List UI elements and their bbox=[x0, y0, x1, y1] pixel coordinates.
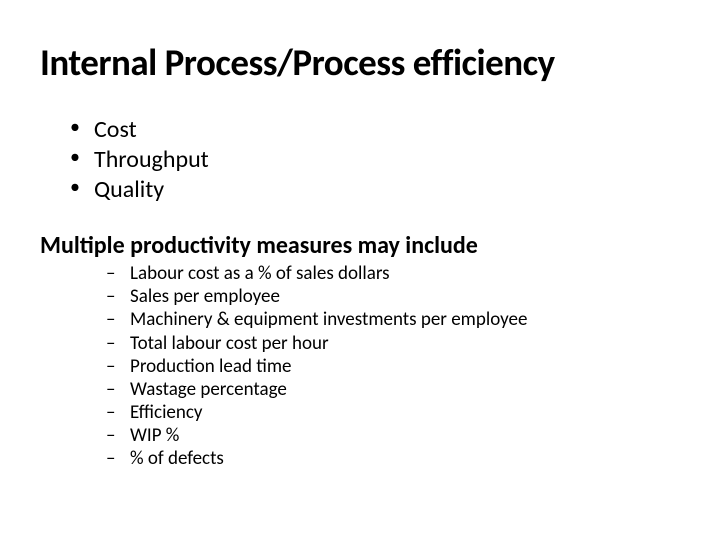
list-item: Throughput bbox=[40, 145, 680, 175]
list-item: Wastage percentage bbox=[40, 378, 680, 401]
slide: Internal Process/Process efficiency Cost… bbox=[0, 0, 720, 540]
slide-title: Internal Process/Process efficiency bbox=[40, 40, 680, 85]
primary-bullet-list: Cost Throughput Quality bbox=[40, 115, 680, 205]
list-item: Cost bbox=[40, 115, 680, 145]
list-item: Quality bbox=[40, 175, 680, 205]
list-item: WIP % bbox=[40, 424, 680, 447]
subheading: Multiple productivity measures may inclu… bbox=[40, 231, 680, 260]
list-item: Machinery & equipment investments per em… bbox=[40, 308, 680, 331]
list-item: Production lead time bbox=[40, 355, 680, 378]
list-item: Efficiency bbox=[40, 401, 680, 424]
list-item: Labour cost as a % of sales dollars bbox=[40, 262, 680, 285]
secondary-bullet-list: Labour cost as a % of sales dollars Sale… bbox=[40, 262, 680, 471]
list-item: Total labour cost per hour bbox=[40, 332, 680, 355]
list-item: Sales per employee bbox=[40, 285, 680, 308]
list-item: % of defects bbox=[40, 447, 680, 470]
